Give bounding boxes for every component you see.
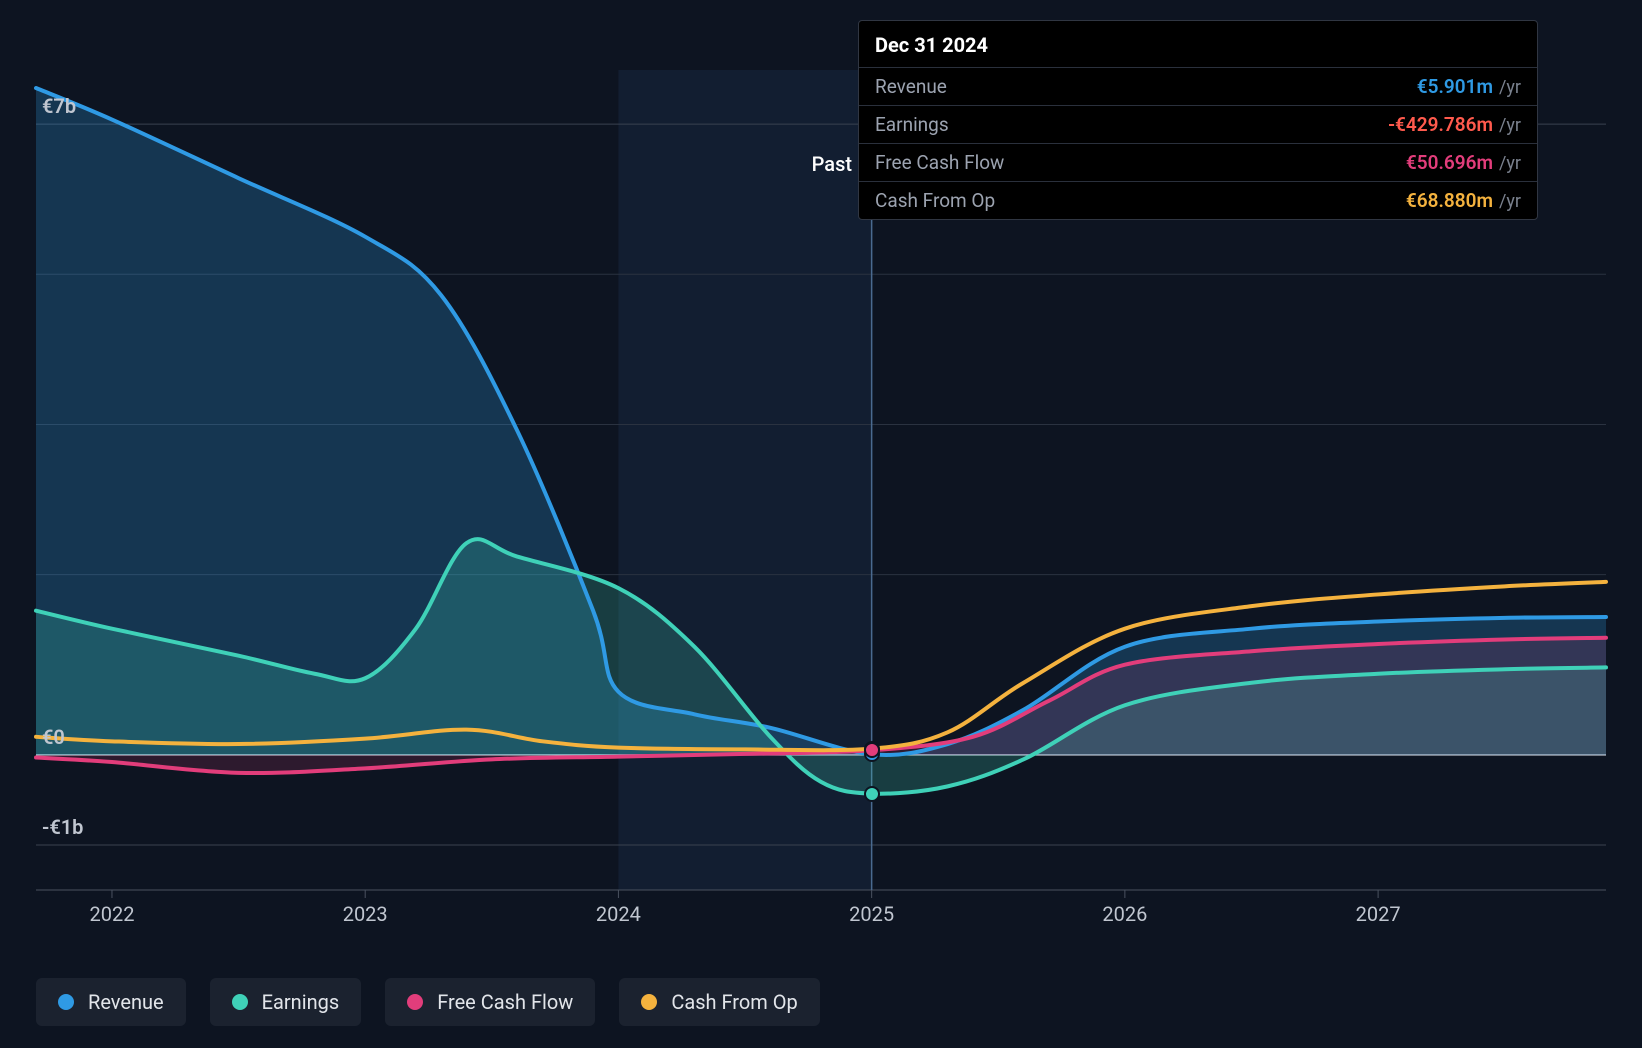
tooltip-row-value: €5.901m	[1417, 75, 1493, 98]
legend-dot-icon	[58, 994, 74, 1010]
y-axis-tick-label: €0	[42, 725, 65, 749]
legend-dot-icon	[232, 994, 248, 1010]
tooltip-row-label: Free Cash Flow	[875, 151, 1406, 174]
tooltip-row-unit: /yr	[1499, 115, 1521, 136]
x-axis-tick-label: 2025	[849, 902, 894, 926]
x-axis-tick-label: 2024	[596, 902, 641, 926]
legend-label: Revenue	[88, 990, 164, 1014]
y-axis-tick-label: €7b	[42, 94, 76, 118]
tooltip-row-value: €68.880m	[1406, 189, 1493, 212]
x-axis-tick-label: 2022	[89, 902, 134, 926]
legend-label: Free Cash Flow	[437, 990, 573, 1014]
tooltip-title: Dec 31 2024	[859, 21, 1537, 67]
x-axis-tick-label: 2027	[1356, 902, 1401, 926]
hover-marker	[864, 742, 880, 758]
tooltip-row: Cash From Op €68.880m /yr	[859, 181, 1537, 219]
legend-label: Cash From Op	[671, 990, 797, 1014]
legend-dot-icon	[641, 994, 657, 1010]
tooltip-row: Revenue €5.901m /yr	[859, 67, 1537, 105]
tooltip-row-value: -€429.786m	[1388, 113, 1493, 136]
tooltip-row-label: Earnings	[875, 113, 1388, 136]
y-axis-tick-label: -€1b	[42, 815, 83, 839]
tooltip-row: Free Cash Flow €50.696m /yr	[859, 143, 1537, 181]
x-axis-tick-label: 2023	[343, 902, 388, 926]
tooltip-row-label: Cash From Op	[875, 189, 1406, 212]
financial-chart: €7b €0 -€1b 2022 2023 2024 2025 2026 202…	[0, 0, 1642, 1048]
past-section-label: Past	[812, 152, 852, 176]
legend-dot-icon	[407, 994, 423, 1010]
tooltip-row-value: €50.696m	[1406, 151, 1493, 174]
legend-item-cash-from-op[interactable]: Cash From Op	[619, 978, 819, 1026]
tooltip-row-label: Revenue	[875, 75, 1417, 98]
hover-marker	[864, 786, 880, 802]
legend-item-revenue[interactable]: Revenue	[36, 978, 186, 1026]
legend-item-free-cash-flow[interactable]: Free Cash Flow	[385, 978, 595, 1026]
tooltip-row-unit: /yr	[1499, 191, 1521, 212]
tooltip-row-unit: /yr	[1499, 77, 1521, 98]
chart-legend: Revenue Earnings Free Cash Flow Cash Fro…	[36, 978, 820, 1026]
tooltip-row-unit: /yr	[1499, 153, 1521, 174]
legend-item-earnings[interactable]: Earnings	[210, 978, 362, 1026]
tooltip-row: Earnings -€429.786m /yr	[859, 105, 1537, 143]
x-axis-tick-label: 2026	[1102, 902, 1147, 926]
legend-label: Earnings	[262, 990, 340, 1014]
chart-tooltip: Dec 31 2024 Revenue €5.901m /yr Earnings…	[858, 20, 1538, 220]
